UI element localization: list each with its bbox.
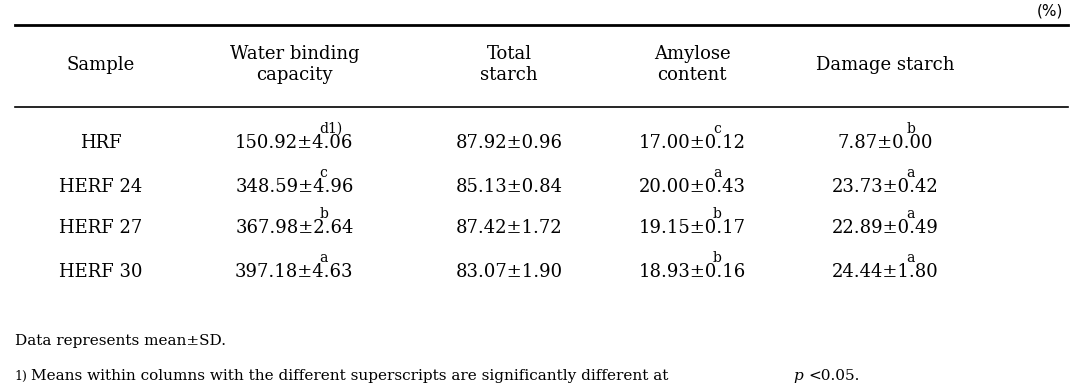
Text: b: b <box>906 122 915 136</box>
Text: 87.42±1.72: 87.42±1.72 <box>456 219 562 237</box>
Text: Amylose
content: Amylose content <box>654 45 730 84</box>
Text: 19.15±0.17: 19.15±0.17 <box>639 219 745 237</box>
Text: c: c <box>319 166 327 180</box>
Text: a: a <box>319 251 328 265</box>
Text: 397.18±4.63: 397.18±4.63 <box>235 263 353 281</box>
Text: HERF 24: HERF 24 <box>60 178 143 196</box>
Text: a: a <box>906 207 915 221</box>
Text: a: a <box>906 251 915 265</box>
Text: 24.44±1.80: 24.44±1.80 <box>832 263 939 281</box>
Text: p: p <box>793 370 803 384</box>
Text: b: b <box>713 251 721 265</box>
Text: 150.92±4.06: 150.92±4.06 <box>235 133 353 152</box>
Text: c: c <box>713 122 720 136</box>
Text: Water binding
capacity: Water binding capacity <box>230 45 360 84</box>
Text: 1): 1) <box>15 370 28 383</box>
Text: <0.05.: <0.05. <box>808 370 860 384</box>
Text: 87.92±0.96: 87.92±0.96 <box>456 133 563 152</box>
Text: d1): d1) <box>319 122 342 136</box>
Text: b: b <box>319 207 328 221</box>
Text: 22.89±0.49: 22.89±0.49 <box>832 219 939 237</box>
Text: 20.00±0.43: 20.00±0.43 <box>639 178 745 196</box>
Text: HERF 27: HERF 27 <box>60 219 143 237</box>
Text: 7.87±0.00: 7.87±0.00 <box>837 133 934 152</box>
Text: Damage starch: Damage starch <box>817 56 954 74</box>
Text: HRF: HRF <box>80 133 121 152</box>
Text: b: b <box>713 207 721 221</box>
Text: Data represents mean±SD.: Data represents mean±SD. <box>15 334 226 348</box>
Text: 85.13±0.84: 85.13±0.84 <box>456 178 563 196</box>
Text: Total
starch: Total starch <box>481 45 538 84</box>
Text: 23.73±0.42: 23.73±0.42 <box>832 178 939 196</box>
Text: 17.00±0.12: 17.00±0.12 <box>639 133 745 152</box>
Text: 367.98±2.64: 367.98±2.64 <box>235 219 353 237</box>
Text: 83.07±1.90: 83.07±1.90 <box>456 263 563 281</box>
Text: a: a <box>713 166 721 180</box>
Text: (%): (%) <box>1036 4 1062 19</box>
Text: 18.93±0.16: 18.93±0.16 <box>638 263 745 281</box>
Text: HERF 30: HERF 30 <box>60 263 143 281</box>
Text: a: a <box>906 166 915 180</box>
Text: 348.59±4.96: 348.59±4.96 <box>235 178 353 196</box>
Text: Means within columns with the different superscripts are significantly different: Means within columns with the different … <box>31 370 674 384</box>
Text: Sample: Sample <box>67 56 135 74</box>
